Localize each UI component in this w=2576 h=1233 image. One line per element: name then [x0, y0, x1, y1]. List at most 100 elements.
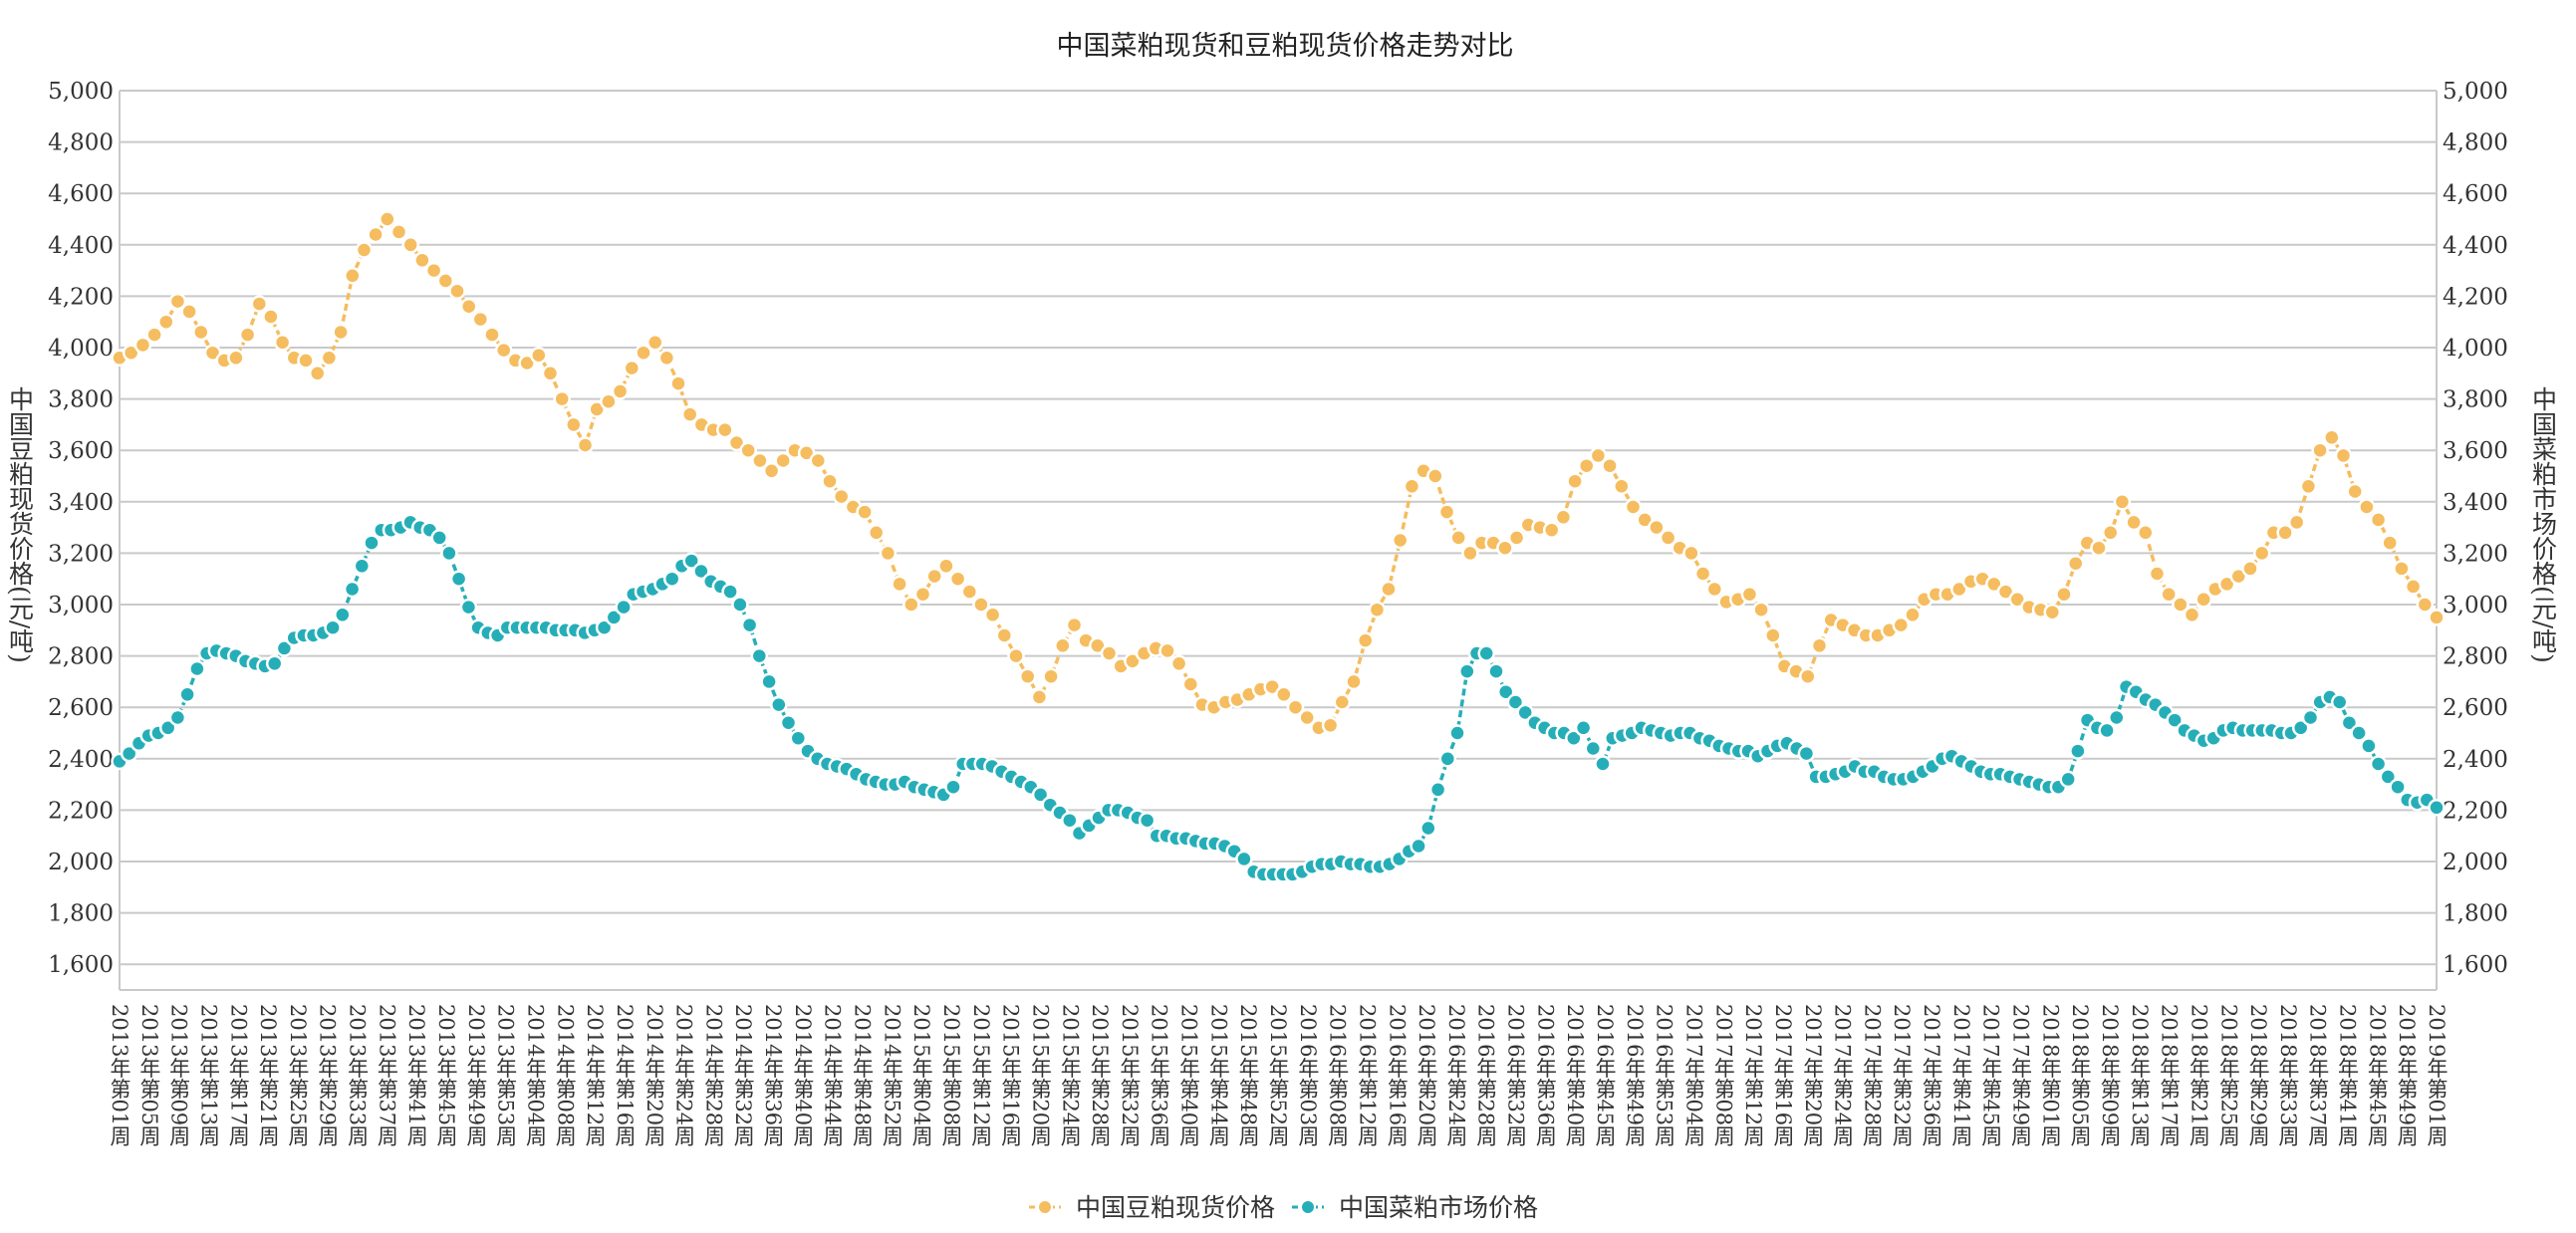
data-point — [2389, 778, 2407, 796]
data-point — [133, 336, 152, 355]
data-point — [1065, 616, 1084, 634]
data-point — [623, 359, 642, 377]
data-point — [1030, 688, 1049, 706]
data-point — [972, 596, 990, 614]
data-point — [1298, 708, 1316, 727]
data-point — [1636, 511, 1654, 529]
data-point — [983, 606, 1002, 624]
data-point — [355, 241, 374, 259]
right-axis-label: 中国菜粕市场价格(元/吨) — [2529, 386, 2558, 663]
x-tick-label: 2013年第45周 — [434, 1004, 458, 1147]
x-tick-label: 2018年第45周 — [2365, 1004, 2389, 1147]
x-tick-label: 2017年第12周 — [1741, 1004, 1765, 1147]
data-point — [203, 344, 222, 362]
data-point — [692, 562, 710, 581]
data-point — [227, 349, 245, 368]
data-point — [1169, 654, 1188, 673]
y-tick-label-right: 4,800 — [2443, 130, 2508, 156]
data-point — [832, 487, 851, 506]
data-point — [1391, 531, 1410, 550]
x-tick-label: 2017年第08周 — [1711, 1004, 1735, 1147]
data-point — [1054, 636, 1072, 655]
data-point — [2172, 596, 2190, 614]
data-point — [750, 646, 769, 665]
data-point — [1018, 667, 1037, 685]
data-point — [192, 323, 210, 342]
x-tick-label: 2015年第48周 — [1236, 1004, 1260, 1147]
data-point — [1693, 565, 1712, 583]
data-point — [680, 405, 699, 423]
x-tick-label: 2013年第05周 — [137, 1004, 161, 1147]
data-point — [353, 557, 372, 576]
data-point — [1477, 644, 1495, 662]
data-point — [821, 472, 839, 490]
data-point — [1985, 575, 2003, 594]
y-tick-label-right: 3,000 — [2443, 593, 2508, 618]
data-point — [2125, 513, 2143, 532]
y-tick-label: 1,600 — [48, 952, 114, 978]
data-point — [1601, 456, 1619, 475]
data-point — [158, 719, 177, 737]
data-point — [334, 606, 352, 624]
y-tick-label: 3,600 — [48, 438, 114, 464]
data-point — [120, 744, 138, 763]
data-point — [1705, 580, 1724, 599]
y-tick-label: 3,800 — [48, 387, 114, 413]
x-tick-label: 2013年第41周 — [404, 1004, 428, 1147]
x-tick-label: 2017年第41周 — [1949, 1004, 1973, 1147]
data-point — [401, 236, 419, 254]
data-point — [1345, 672, 1363, 691]
data-point — [2055, 585, 2073, 604]
data-point — [459, 297, 478, 316]
x-tick-label: 2018年第01周 — [2038, 1004, 2062, 1147]
x-tick-label: 2018年第13周 — [2128, 1004, 2152, 1147]
data-point — [809, 451, 828, 470]
data-point — [413, 251, 431, 270]
data-point — [344, 267, 362, 285]
data-point — [449, 570, 468, 588]
data-point — [739, 441, 757, 459]
data-point — [913, 585, 932, 604]
data-point — [238, 326, 257, 344]
data-point — [891, 575, 908, 594]
data-point — [363, 534, 381, 552]
data-point — [1138, 811, 1157, 830]
x-tick-label: 2017年第32周 — [1890, 1004, 1914, 1147]
x-tick-label: 2015年第12周 — [969, 1004, 993, 1147]
data-point — [2358, 498, 2376, 516]
legend-item-rapeseed-meal[interactable]: 中国菜粕市场价格 — [1292, 1193, 1538, 1222]
series-0 — [111, 210, 2446, 737]
data-point — [2066, 554, 2085, 573]
x-tick-label: 2014年第08周 — [553, 1004, 577, 1147]
x-tick-label: 2018年第29周 — [2246, 1004, 2270, 1147]
data-point — [731, 596, 749, 614]
x-tick-label: 2014年第44周 — [821, 1004, 845, 1147]
data-point — [1566, 472, 1584, 490]
data-point — [762, 462, 781, 480]
data-point — [2137, 524, 2155, 542]
y-tick-label-right: 2,400 — [2443, 747, 2508, 773]
data-point — [657, 349, 676, 368]
data-point — [2299, 477, 2318, 496]
x-tick-label: 2015年第44周 — [1206, 1004, 1230, 1147]
data-point — [2059, 770, 2077, 789]
x-tick-label: 2015年第36周 — [1148, 1004, 1171, 1147]
data-point — [1458, 662, 1476, 680]
data-point — [789, 729, 808, 747]
grid-lines — [119, 90, 2438, 991]
data-point — [1181, 675, 1200, 693]
y-tick-label-right: 2,800 — [2443, 644, 2508, 670]
data-point — [1577, 456, 1596, 475]
y-tick-label: 1,800 — [48, 901, 114, 927]
y-tick-label-right: 3,200 — [2443, 541, 2508, 567]
x-tick-label: 2018年第05周 — [2068, 1004, 2092, 1147]
x-tick-label: 2017年第36周 — [1920, 1004, 1943, 1147]
x-tick-label: 2017年第16周 — [1771, 1004, 1795, 1147]
data-point — [1648, 518, 1666, 537]
data-point — [1321, 716, 1340, 735]
data-point — [1624, 498, 1643, 516]
legend-item-soymeal[interactable]: 中国豆粕现货价格 — [1029, 1193, 1275, 1222]
y-tick-label-right: 1,800 — [2443, 901, 2508, 927]
data-point — [275, 639, 294, 657]
